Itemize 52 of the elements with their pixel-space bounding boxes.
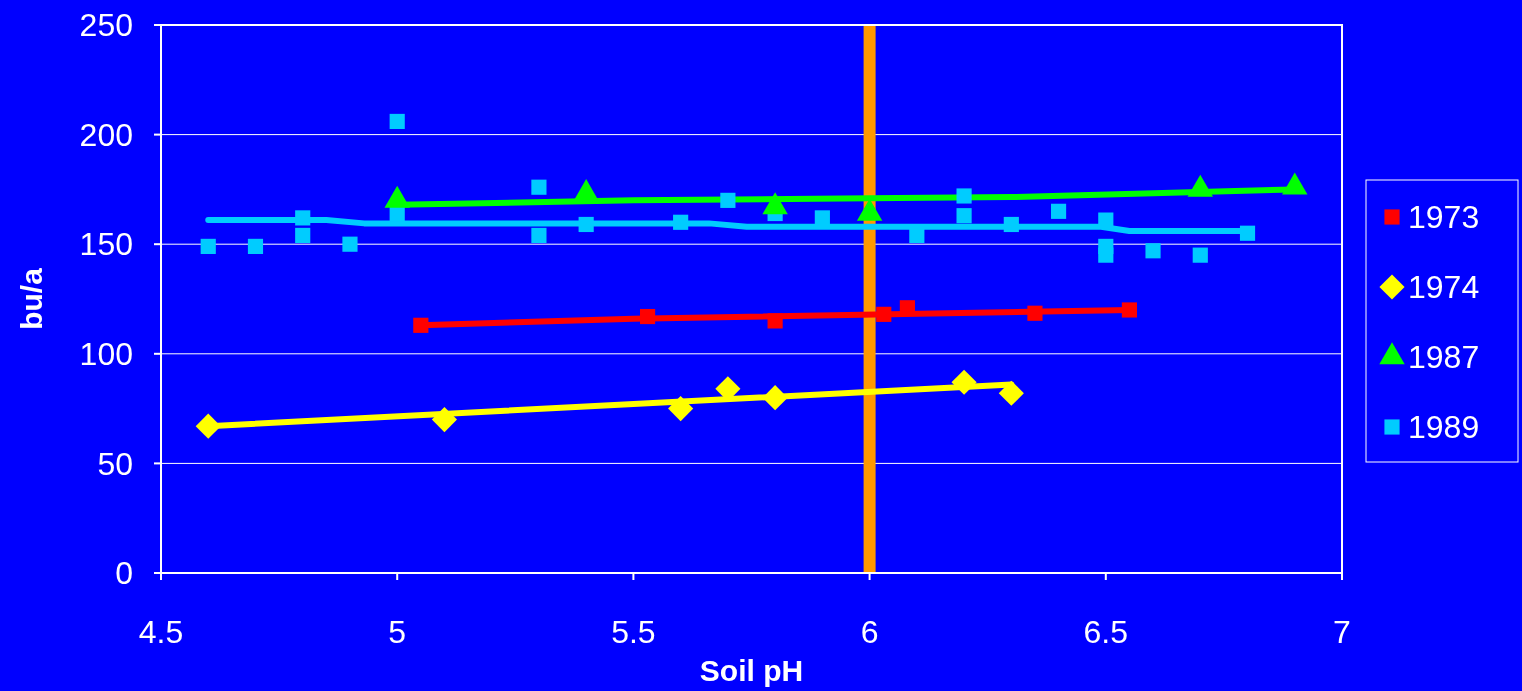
point (200, 238, 216, 254)
legend-label: 1987 (1408, 339, 1480, 376)
y-tick-label: 150 (79, 226, 133, 263)
x-tick-label: 7 (1333, 614, 1351, 650)
x-tick-label: 6.5 (1083, 614, 1129, 650)
point (762, 385, 788, 411)
y-axis-title: bu/a (15, 267, 48, 330)
y-tick-label: 250 (79, 7, 133, 44)
legend-label: 1989 (1408, 409, 1480, 446)
point (389, 113, 405, 130)
point (720, 192, 736, 208)
point (1121, 302, 1137, 318)
point (195, 413, 221, 439)
y-tick-label: 0 (115, 555, 133, 592)
point (639, 308, 656, 325)
point (956, 208, 972, 224)
point (295, 210, 311, 226)
point (531, 179, 547, 195)
point (876, 306, 892, 322)
point (1192, 247, 1208, 263)
point (814, 210, 830, 226)
point (1098, 247, 1114, 263)
point (295, 227, 311, 244)
point (1145, 243, 1161, 259)
x-tick-label: 5 (388, 614, 407, 650)
point (673, 214, 689, 230)
x-tick-label: 4.5 (138, 614, 184, 650)
point (1027, 305, 1043, 321)
point (767, 313, 783, 329)
point (998, 380, 1024, 406)
point (1050, 203, 1067, 219)
point (413, 317, 429, 333)
point (956, 188, 972, 204)
legend-label: 1974 (1408, 269, 1480, 306)
x-tick-label: 6 (860, 614, 879, 650)
y-tick-label: 50 (97, 445, 133, 482)
point (668, 396, 694, 422)
point (431, 406, 458, 433)
point (1239, 225, 1256, 241)
point (342, 236, 358, 252)
x-axis-title: Soil pH (699, 654, 804, 687)
x-tick-label: 5.5 (611, 614, 656, 650)
point (578, 216, 594, 233)
legend-label: 1973 (1408, 199, 1480, 236)
point (951, 369, 977, 395)
point (1098, 212, 1114, 228)
point (909, 227, 925, 244)
y-tick-label: 200 (79, 116, 133, 153)
point (1003, 216, 1019, 233)
point (531, 227, 547, 244)
point (247, 238, 264, 254)
y-tick-label: 100 (79, 336, 133, 372)
